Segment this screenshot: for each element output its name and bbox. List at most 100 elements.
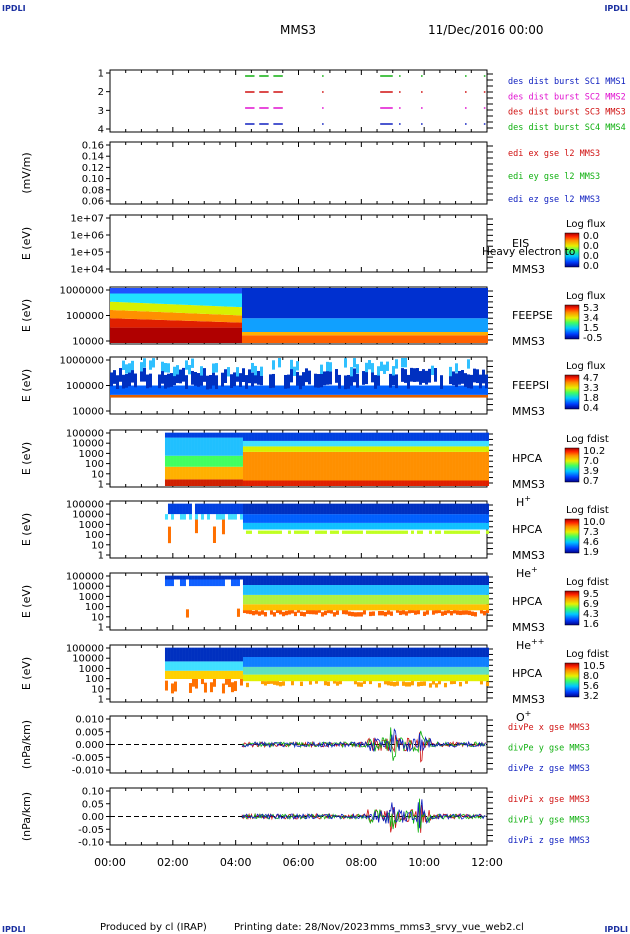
y-tick-label: 1000000 bbox=[59, 286, 104, 297]
y-tick-label: 10 bbox=[91, 612, 104, 623]
spacecraft-label: MMS3 bbox=[512, 621, 545, 634]
y-tick-label: 1e+05 bbox=[70, 248, 104, 259]
x-tick-label: 10:00 bbox=[408, 856, 440, 869]
y-tick-label: 100000 bbox=[66, 429, 104, 440]
colorbar-tick-label: 5.6 bbox=[583, 681, 599, 692]
legend-entry: des dist burst SC2 MMS2 bbox=[508, 92, 626, 102]
colorbar-tick-label: 3.2 bbox=[583, 691, 599, 702]
colorbar-tick-label: 10.2 bbox=[583, 446, 605, 457]
x-tick-label: 00:00 bbox=[94, 856, 126, 869]
panels: 1 2 3 4 des dist burst SC1 MMS1 des dist burs… bbox=[20, 69, 626, 849]
legend-entry: edi ez gse l2 MMS3 bbox=[508, 195, 600, 205]
colorbar-title: Log flux bbox=[566, 291, 606, 302]
y-tick-label: 1e+04 bbox=[70, 265, 104, 276]
colorbar-tick-label: 5.3 bbox=[583, 303, 599, 314]
y-tick-label: 0.10 bbox=[82, 787, 104, 798]
legend-entry: divPi y gse MMS3 bbox=[508, 816, 590, 826]
spacecraft-label: MMS3 bbox=[512, 405, 545, 418]
y-tick-label: 10000 bbox=[72, 582, 104, 593]
panel-frame-eis bbox=[109, 214, 488, 273]
panel-frame-burst bbox=[109, 69, 488, 133]
legend-entry: edi ex gse l2 MMS3 bbox=[508, 149, 600, 159]
y-tick-label: 1000 bbox=[79, 520, 104, 531]
y-axis-label: (nPa/km) bbox=[20, 792, 33, 841]
colorbar-tick-label: 0.0 bbox=[583, 251, 599, 262]
spectrogram-hpca_he2 bbox=[164, 575, 489, 618]
y-tick-label: 0.14 bbox=[82, 152, 104, 163]
instrument-label: HPCA bbox=[512, 595, 543, 608]
legend-entry: des dist burst SC1 MMS1 bbox=[508, 77, 626, 87]
y-tick-label: 1 bbox=[98, 551, 104, 562]
colorbar-tick-label: 1.8 bbox=[583, 393, 599, 404]
divergence-trace-z bbox=[241, 799, 486, 829]
colorbar-tick-label: 8.0 bbox=[583, 671, 599, 682]
header-mission: MMS3 bbox=[280, 23, 316, 37]
footer-printing-date: Printing date: 28/Nov/2023 bbox=[234, 922, 369, 933]
divergence-trace-x bbox=[241, 804, 486, 833]
x-tick-label: 06:00 bbox=[283, 856, 315, 869]
divergence-trace-x bbox=[241, 732, 486, 763]
spectrogram-feepse bbox=[110, 288, 488, 343]
y-tick-label: 0.06 bbox=[82, 197, 104, 208]
spacecraft-label: MMS3 bbox=[512, 335, 545, 348]
footer-produced-by: Produced by cl (IRAP) bbox=[100, 922, 207, 933]
y-tick-label: 1e+06 bbox=[70, 231, 104, 242]
colorbar-tick-label: 3.9 bbox=[583, 466, 599, 477]
legend-entry: divPe y gse MMS3 bbox=[508, 744, 590, 754]
y-tick-label: 1 bbox=[98, 695, 104, 706]
y-tick-label: -0.010 bbox=[72, 766, 104, 777]
species-label: He++ bbox=[516, 637, 544, 652]
y-tick-label: 1 bbox=[98, 69, 104, 80]
y-tick-label: 0.010 bbox=[75, 715, 104, 726]
spacecraft-label: MMS3 bbox=[512, 549, 545, 562]
y-tick-label: 100000 bbox=[66, 500, 104, 511]
colorbar bbox=[564, 590, 580, 626]
y-tick-label: -0.10 bbox=[78, 838, 104, 849]
y-tick-label: 100000 bbox=[66, 381, 104, 392]
colorbar-title: Log fdist bbox=[566, 434, 609, 445]
colorbar-tick-label: 6.9 bbox=[583, 599, 599, 610]
y-tick-label: 1000000 bbox=[59, 356, 104, 367]
colorbar bbox=[564, 518, 580, 554]
y-axis-label: E (eV) bbox=[20, 585, 33, 618]
x-tick-label: 04:00 bbox=[220, 856, 252, 869]
y-tick-label: 100 bbox=[85, 459, 104, 470]
y-tick-label: 0.05 bbox=[82, 799, 104, 810]
colorbar-tick-label: 4.7 bbox=[583, 373, 599, 384]
y-tick-label: 1000 bbox=[79, 592, 104, 603]
colorbar-tick-label: 0.7 bbox=[583, 476, 599, 487]
y-tick-label: 10 bbox=[91, 684, 104, 695]
spectrogram-feepsi bbox=[110, 358, 488, 398]
y-tick-label: 10000 bbox=[72, 654, 104, 665]
footer-filename: mms_mms3_srvy_vue_web2.cl bbox=[370, 922, 524, 933]
spectrogram-hpca_h bbox=[164, 432, 489, 486]
species-label: H+ bbox=[516, 494, 531, 509]
colorbar bbox=[564, 304, 580, 340]
legend-entry: divPe x gse MMS3 bbox=[508, 723, 590, 733]
colorbar-tick-label: 0.0 bbox=[583, 261, 599, 272]
instrument-label: EIS bbox=[512, 237, 529, 250]
species-label: He+ bbox=[516, 565, 538, 580]
x-tick-label: 12:00 bbox=[471, 856, 503, 869]
colorbar-title: Log flux bbox=[566, 219, 606, 230]
colorbar-tick-label: 10.0 bbox=[583, 517, 605, 528]
colorbar-tick-label: 3.4 bbox=[583, 313, 599, 324]
y-tick-label: 1 bbox=[98, 623, 104, 634]
y-tick-label: 10000 bbox=[72, 337, 104, 348]
colorbar bbox=[564, 232, 580, 268]
instrument-label: HPCA bbox=[512, 452, 543, 465]
y-tick-label: 100000 bbox=[66, 311, 104, 322]
instrument-label: HPCA bbox=[512, 523, 543, 536]
y-tick-label: 1 bbox=[98, 480, 104, 491]
colorbar-tick-label: 9.5 bbox=[583, 589, 599, 600]
y-tick-label: -0.05 bbox=[78, 825, 104, 836]
instrument-label: HPCA bbox=[512, 667, 543, 680]
colorbar-title: Log fdist bbox=[566, 505, 609, 516]
colorbar bbox=[564, 662, 580, 698]
y-tick-label: 0.16 bbox=[82, 141, 104, 152]
y-tick-label: 0.00 bbox=[82, 812, 104, 823]
y-tick-label: 100000 bbox=[66, 572, 104, 583]
colorbar-tick-label: 3.3 bbox=[583, 383, 599, 394]
spacecraft-label: MMS3 bbox=[512, 693, 545, 706]
colorbar-tick-label: 7.3 bbox=[583, 527, 599, 538]
